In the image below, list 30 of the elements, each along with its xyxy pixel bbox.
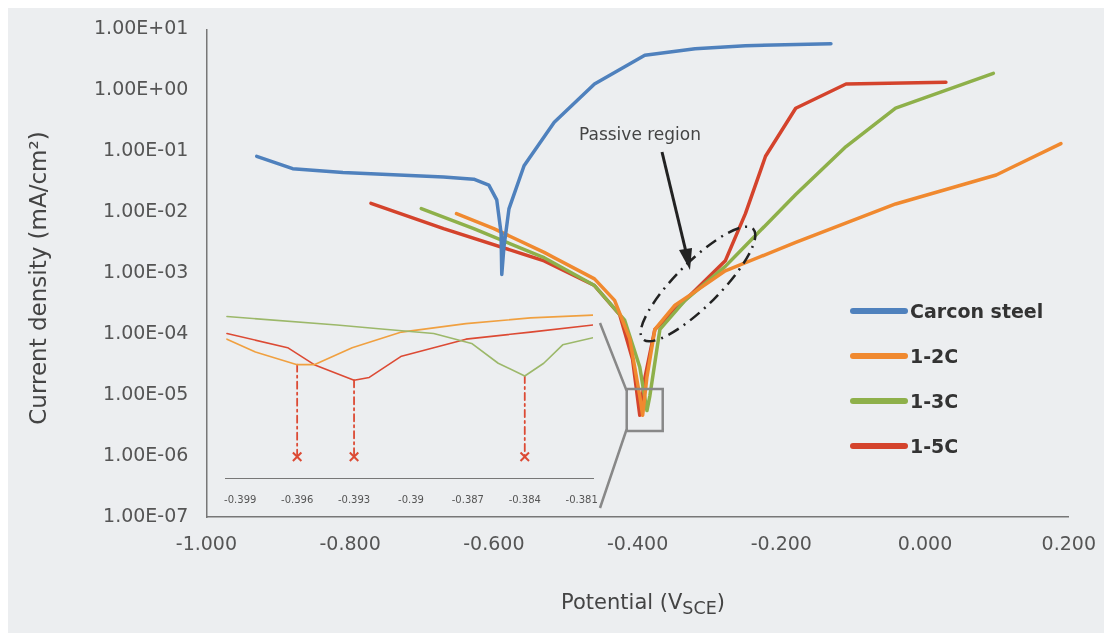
x-tick-label: -0.393: [337, 493, 371, 505]
legend-label: 1-3C: [910, 389, 959, 412]
y-tick-label: 1.00E-07: [103, 504, 189, 527]
x-tick-label: -0.396: [281, 493, 314, 505]
y-tick-label: 1.00E-04: [103, 321, 189, 344]
x-tick-label: -0.381: [565, 493, 598, 505]
x-tick-label: -0.399: [224, 493, 257, 505]
y-tick-label: 1.00E+00: [94, 77, 189, 100]
x-tick-label: -0.384: [508, 493, 541, 505]
y-tick-label: 1.00E-03: [103, 260, 189, 283]
x-tick-label: 0.200: [1041, 531, 1097, 554]
y-tick-label: 1.00E+01: [94, 16, 189, 39]
x-tick-label: -1.000: [175, 531, 238, 554]
x-tick-label: -0.387: [451, 493, 484, 505]
y-tick-label: 1.00E-05: [103, 382, 189, 405]
legend-label: 1-5C: [910, 434, 959, 457]
x-axis-title: Potential (V$_{SCE}$): [561, 590, 725, 619]
y-tick-label: 1.00E-06: [103, 443, 189, 466]
x-tick-label: 0.000: [897, 531, 953, 554]
y-tick-label: 1.00E-02: [103, 199, 189, 222]
x-tick-label: -0.200: [750, 531, 812, 554]
annotation: Passive region: [578, 124, 702, 144]
x-tick-label: -0.400: [606, 531, 669, 554]
x-tick-label: -0.600: [463, 531, 525, 554]
y-tick-label: 1.00E-01: [103, 138, 189, 161]
y-axis-title: Current density (mA/cm²): [25, 131, 51, 425]
x-tick-label: -0.39: [398, 493, 424, 505]
x-tick-label: -0.800: [319, 531, 381, 554]
legend-label: Carcon steel: [910, 299, 1044, 322]
legend-label: 1-2C: [910, 344, 959, 367]
